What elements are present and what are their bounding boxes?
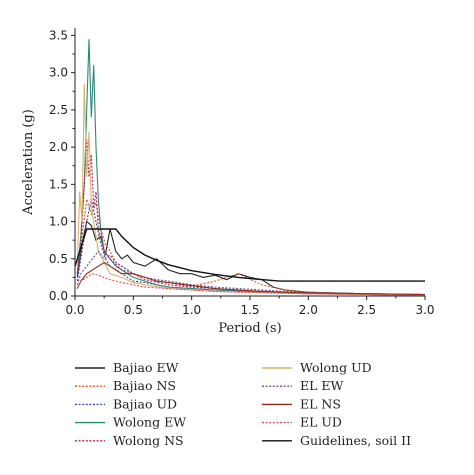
legend-label: Wolong UD bbox=[300, 360, 372, 375]
y-tick-label: 0.5 bbox=[49, 252, 68, 266]
y-tick-label: 3.5 bbox=[49, 28, 68, 42]
y-tick-label: 2.0 bbox=[49, 140, 68, 154]
legend-label: EL EW bbox=[300, 378, 344, 393]
legend-label: Bajiao NS bbox=[113, 378, 176, 393]
series-line-4 bbox=[76, 139, 426, 296]
x-axis-title: Period (s) bbox=[218, 321, 281, 336]
plot-series bbox=[74, 39, 426, 296]
x-tick-label: 2.0 bbox=[299, 303, 318, 317]
series-line-9 bbox=[74, 228, 425, 282]
legend-label: Wolong NS bbox=[113, 433, 184, 448]
y-tick-label: 1.0 bbox=[49, 215, 68, 229]
y-tick-label: 2.5 bbox=[49, 103, 68, 117]
legend-label: Bajiao EW bbox=[113, 360, 179, 375]
y-axis-title: Acceleration (g) bbox=[21, 109, 36, 216]
series-line-8 bbox=[76, 273, 426, 296]
series-line-3 bbox=[76, 39, 426, 296]
x-tick-label: 1.0 bbox=[182, 303, 201, 317]
x-tick-label: 0.5 bbox=[124, 303, 143, 317]
axes: 0.0 0.5 1.0 1.5 2.0 2.5 3.0 0.0 0.5 1.0 1.5 2.0 2.5 3… bbox=[49, 28, 435, 317]
series-line-5 bbox=[76, 83, 426, 296]
series-line-1 bbox=[76, 199, 426, 296]
x-tick-label: 1.5 bbox=[240, 303, 259, 317]
series-line-0 bbox=[76, 220, 426, 296]
y-tick-label: 3.0 bbox=[49, 66, 68, 80]
legend-label: Guidelines, soil II bbox=[300, 433, 411, 448]
legend-label: Bajiao UD bbox=[113, 396, 177, 411]
y-tick-label: 1.5 bbox=[49, 177, 68, 191]
x-tick-label: 3.0 bbox=[415, 303, 434, 317]
series-line-7 bbox=[76, 261, 426, 296]
x-tick-label: 0.0 bbox=[65, 303, 84, 317]
legend: Bajiao EW Bajiao NS Bajiao UD Wolong EW Wolo… bbox=[75, 360, 411, 448]
legend-label: EL NS bbox=[300, 396, 341, 411]
y-tick-label: 0.0 bbox=[49, 289, 68, 303]
legend-label: Wolong EW bbox=[113, 415, 186, 430]
x-tick-label: 2.5 bbox=[357, 303, 376, 317]
legend-label: EL UD bbox=[300, 415, 342, 430]
